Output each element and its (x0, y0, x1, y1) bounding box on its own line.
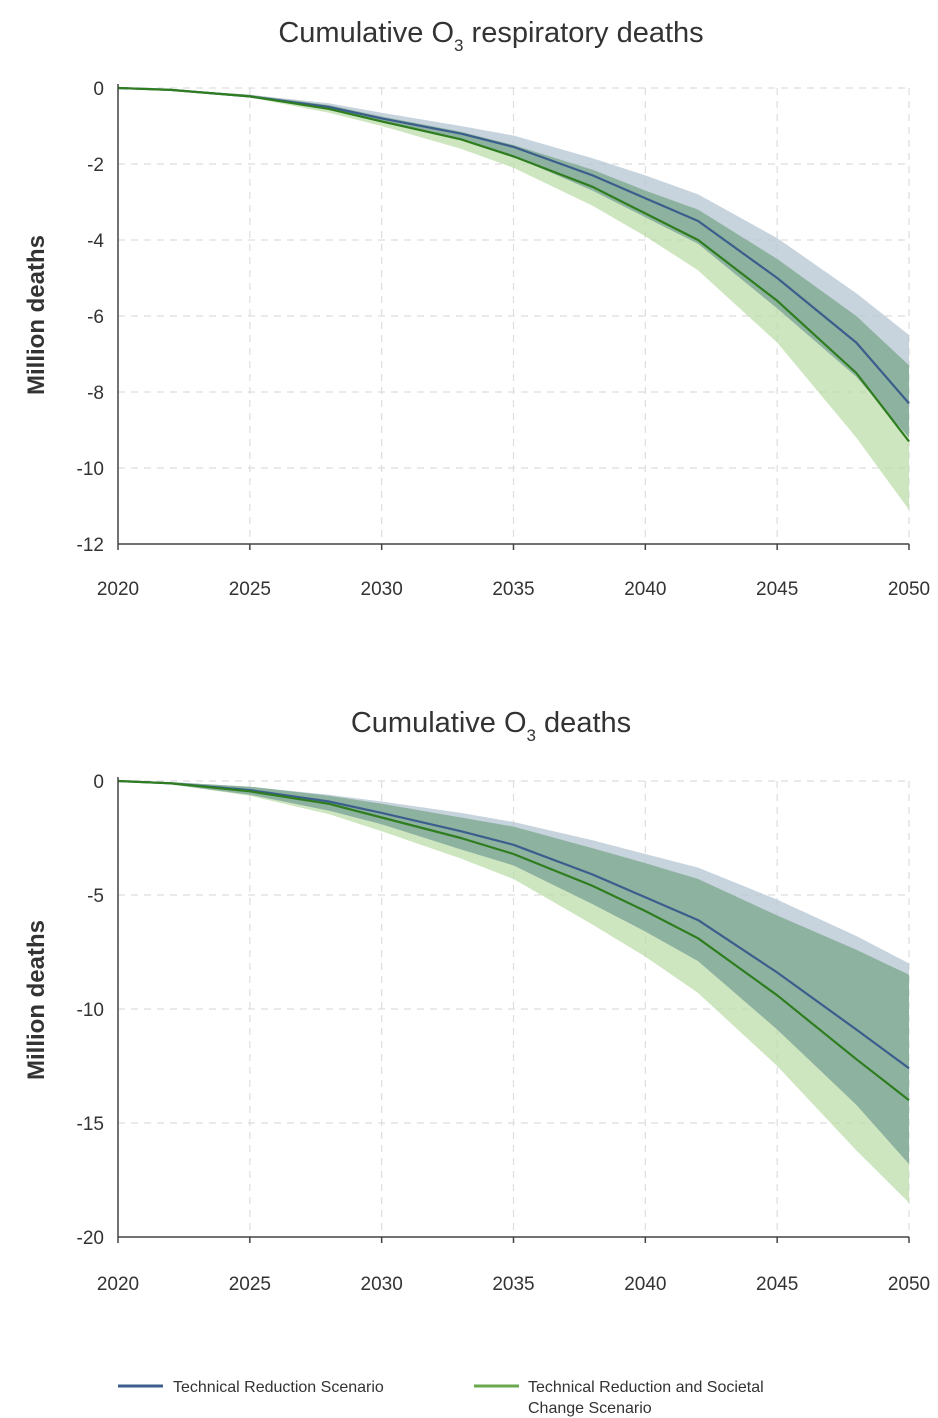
uncertainty-band-overlap (118, 88, 909, 438)
x-tick-label: 2035 (492, 1274, 534, 1295)
chart-title: Cumulative O3 deaths (351, 707, 631, 745)
uncertainty-band-overlap (118, 781, 909, 1164)
x-tick-label: 2050 (888, 1274, 930, 1295)
y-tick-label: -2 (87, 155, 104, 176)
uncertainty-band-technical-reduction (118, 781, 909, 1164)
x-tick-label: 2020 (97, 1274, 139, 1295)
chart-total-deaths: Cumulative O3 deaths Million deaths 2020… (23, 707, 930, 1295)
x-tick-label: 2040 (624, 579, 666, 600)
y-tick-label: -20 (77, 1228, 104, 1249)
y-tick-label: -10 (77, 459, 104, 480)
y-tick-label: -12 (77, 535, 104, 556)
legend-label-societal-change: Technical Reduction and Societal (528, 1379, 764, 1396)
x-tick-label: 2025 (229, 1274, 271, 1295)
series-line-societal-change (117, 86, 910, 443)
legend-label-technical-reduction: Technical Reduction Scenario (173, 1379, 384, 1396)
x-tick-label: 2020 (97, 579, 139, 600)
y-tick-label: -6 (87, 307, 104, 328)
chart-respiratory-deaths: Cumulative O3 respiratory deaths Million… (23, 17, 930, 600)
x-tick-label: 2045 (756, 579, 798, 600)
y-axis-label: Million deaths (23, 235, 50, 395)
x-tick-label: 2040 (624, 1274, 666, 1295)
y-tick-label: -8 (87, 383, 104, 404)
x-tick-label: 2025 (229, 579, 271, 600)
x-tick-label: 2030 (361, 579, 403, 600)
x-tick-label: 2030 (361, 1274, 403, 1295)
series-line-societal-change (117, 779, 910, 1102)
y-tick-label: 0 (93, 79, 104, 100)
y-tick-label: 0 (93, 772, 104, 793)
title-subscript: 3 (454, 36, 463, 55)
uncertainty-band-societal-change (118, 88, 909, 510)
legend-label-societal-change-line2: Change Scenario (528, 1400, 652, 1417)
chart-title: Cumulative O3 respiratory deaths (278, 17, 703, 55)
y-tick-label: -10 (77, 1000, 104, 1021)
y-tick-label: -15 (77, 1114, 104, 1135)
y-tick-label: -4 (87, 231, 104, 252)
x-tick-label: 2045 (756, 1274, 798, 1295)
y-axis-label: Million deaths (23, 920, 50, 1080)
x-tick-label: 2035 (492, 579, 534, 600)
legend: Technical Reduction Scenario Technical R… (118, 1379, 764, 1417)
series-line-technical-reduction (117, 779, 910, 1070)
y-tick-label: -5 (87, 886, 104, 907)
x-tick-label: 2050 (888, 579, 930, 600)
title-subscript: 3 (527, 726, 536, 745)
